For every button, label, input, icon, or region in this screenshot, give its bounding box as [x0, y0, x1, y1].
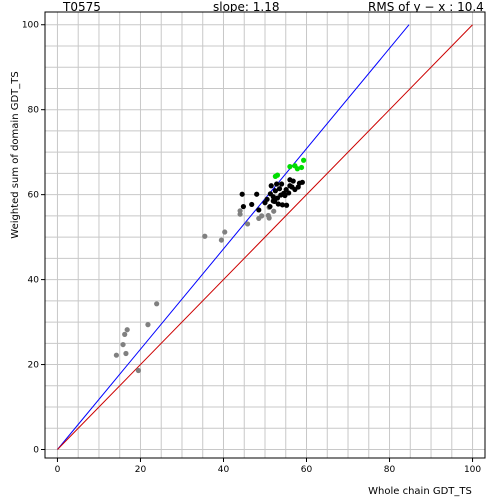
- data-point: [113, 352, 119, 358]
- y-tick-label: 0: [33, 446, 39, 456]
- data-point: [222, 229, 228, 235]
- data-point: [299, 179, 305, 185]
- x-tick-label: 40: [218, 465, 230, 475]
- data-point: [264, 196, 270, 202]
- data-point: [145, 322, 151, 328]
- data-point: [283, 186, 289, 193]
- x-tick-label: 0: [55, 465, 61, 475]
- data-point: [254, 191, 260, 197]
- data-point: [274, 195, 281, 201]
- rms-label: RMS of y − x : 10.4: [368, 0, 484, 14]
- data-point: [120, 341, 126, 348]
- y-tick-label: 60: [28, 191, 40, 201]
- x-tick-label: 80: [384, 465, 396, 475]
- x-axis-label: Whole chain GDT_TS: [368, 486, 472, 497]
- y-tick-label: 100: [22, 21, 39, 31]
- data-point: [294, 166, 300, 172]
- x-tick-label: 60: [301, 465, 313, 475]
- diagonal-line: [57, 24, 473, 450]
- data-point: [122, 331, 128, 337]
- slope-line: [57, 24, 410, 450]
- data-point: [283, 202, 290, 208]
- data-point: [267, 203, 273, 210]
- data-point: [272, 188, 278, 194]
- data-point: [298, 164, 305, 171]
- data-point: [287, 164, 293, 170]
- data-point: [266, 215, 272, 221]
- data-point: [124, 327, 130, 333]
- data-point: [274, 172, 281, 178]
- data-point: [276, 186, 283, 192]
- data-point: [237, 208, 243, 214]
- data-point: [123, 350, 129, 357]
- data-point: [268, 183, 274, 189]
- plot-frame: [44, 11, 486, 459]
- data-point: [239, 191, 245, 197]
- data-point: [279, 181, 285, 187]
- data-point: [270, 198, 276, 204]
- data-point: [271, 208, 277, 214]
- data-point: [290, 178, 296, 184]
- y-tick-label: 80: [28, 106, 40, 116]
- data-point: [301, 157, 307, 163]
- data-point: [274, 181, 280, 187]
- data-point: [154, 301, 160, 307]
- data-point: [279, 202, 286, 208]
- data-point: [259, 213, 265, 219]
- slope-label: slope: 1.18: [213, 0, 280, 14]
- y-tick-label: 20: [28, 361, 40, 371]
- data-point: [249, 201, 255, 208]
- data-point: [270, 194, 276, 200]
- data-point: [135, 367, 141, 374]
- data-point: [240, 203, 247, 210]
- data-point: [244, 221, 251, 227]
- y-axis-label: Weighted sum of domain GDT_TS: [10, 71, 21, 238]
- data-point: [218, 237, 225, 243]
- y-tick-label: 40: [28, 276, 40, 286]
- data-point: [275, 201, 281, 207]
- x-tick-label: 20: [135, 465, 147, 475]
- data-point: [202, 233, 208, 239]
- data-point: [282, 192, 288, 199]
- data-point: [256, 207, 262, 213]
- x-tick-label: 100: [464, 465, 481, 475]
- target-label: T0575: [63, 0, 101, 14]
